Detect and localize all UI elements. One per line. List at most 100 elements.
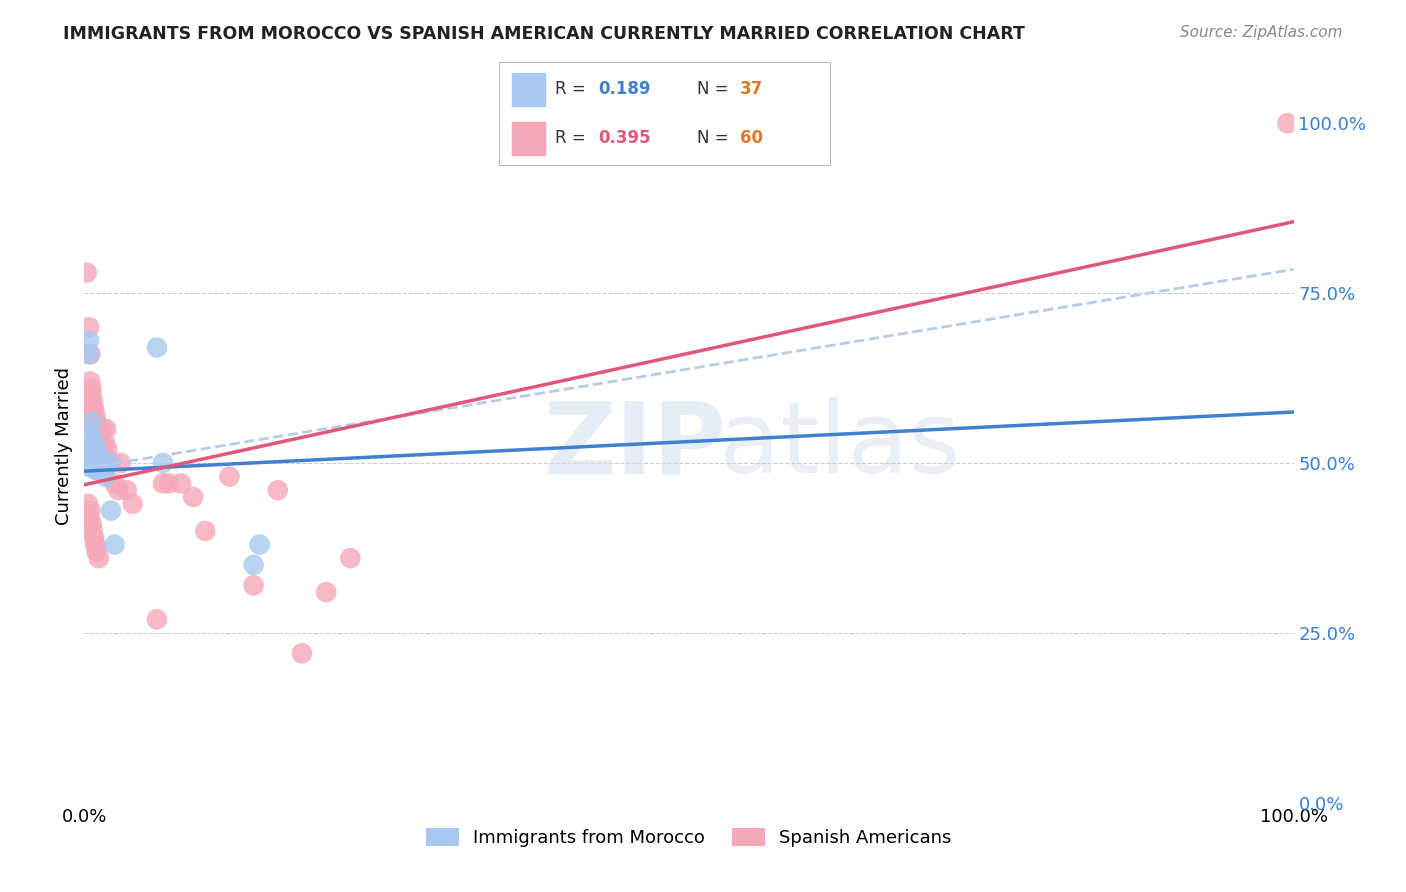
Point [79,503,101,517]
Point [87,456,110,470]
Point [80,415,103,429]
Point [79,347,101,361]
Point [249,537,271,551]
Point [146,612,169,626]
Point [152,476,174,491]
Point [80,429,103,443]
Point [194,524,217,538]
Point [242,558,264,572]
Point [84,429,107,443]
Point [110,456,132,470]
Point [77,347,100,361]
Point [83,415,105,429]
Point [87,551,110,566]
Point [115,483,138,498]
Point [218,469,240,483]
Legend: Immigrants from Morocco, Spanish Americans: Immigrants from Morocco, Spanish America… [419,821,959,855]
Point [84,422,107,436]
Point [107,483,129,498]
Text: IMMIGRANTS FROM MOROCCO VS SPANISH AMERICAN CURRENTLY MARRIED CORRELATION CHART: IMMIGRANTS FROM MOROCCO VS SPANISH AMERI… [63,25,1025,43]
Point [121,497,143,511]
Text: N =: N = [697,80,734,98]
Point [93,463,115,477]
Point [84,537,107,551]
Point [86,429,108,443]
Point [242,578,264,592]
Point [97,456,120,470]
Point [83,401,105,416]
Point [170,476,193,491]
Point [79,442,101,457]
Point [86,544,108,558]
Point [86,422,108,436]
Point [91,456,114,470]
Point [77,320,100,334]
Point [83,442,105,457]
Point [77,334,100,348]
Point [83,449,105,463]
Point [152,456,174,470]
Point [86,456,108,470]
Point [84,456,107,470]
Point [86,429,108,443]
Point [82,449,104,463]
Point [181,490,204,504]
Point [94,469,117,483]
Point [82,394,104,409]
Point [94,422,117,436]
Point [89,456,111,470]
Text: R =: R = [555,129,592,147]
Point [89,429,111,443]
Point [79,375,101,389]
Point [76,266,98,280]
Point [86,463,108,477]
Point [146,341,169,355]
Point [84,442,107,457]
Point [79,456,101,470]
Point [86,442,108,457]
Point [93,449,115,463]
Point [86,449,108,463]
Point [86,456,108,470]
Point [86,415,108,429]
Text: N =: N = [697,129,734,147]
Point [291,646,314,660]
Point [91,422,114,436]
Bar [512,73,546,105]
Text: R =: R = [555,80,592,98]
Point [84,449,107,463]
Point [82,409,104,423]
Point [82,435,104,450]
Point [77,510,100,524]
Point [87,463,110,477]
Point [80,381,103,395]
Bar [512,122,546,155]
Point [94,435,117,450]
Point [104,537,127,551]
Point [77,409,100,423]
Text: 37: 37 [741,80,763,98]
Point [91,442,114,457]
Point [96,442,118,457]
Point [83,531,105,545]
Point [1277,116,1299,130]
Point [77,497,100,511]
Point [157,476,180,491]
Point [87,435,110,450]
Text: atlas: atlas [720,398,960,494]
Point [86,449,108,463]
Text: 60: 60 [741,129,763,147]
Point [82,524,104,538]
Point [97,456,120,470]
Point [84,409,107,423]
Text: Source: ZipAtlas.com: Source: ZipAtlas.com [1180,25,1343,40]
Point [267,483,290,498]
Point [76,459,98,474]
Point [80,388,103,402]
Point [83,422,105,436]
Point [315,585,337,599]
Point [80,517,103,532]
Text: ZIP: ZIP [544,398,727,494]
Point [100,503,122,517]
Point [84,463,107,477]
